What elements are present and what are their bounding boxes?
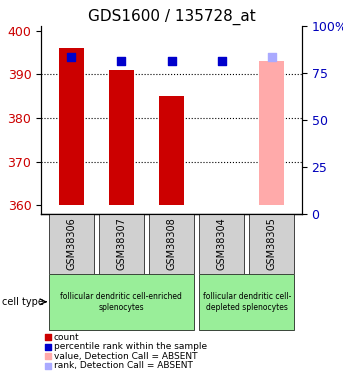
Text: count: count (54, 333, 79, 342)
Title: GDS1600 / 135728_at: GDS1600 / 135728_at (87, 9, 256, 25)
FancyBboxPatch shape (199, 214, 244, 274)
FancyBboxPatch shape (49, 274, 194, 330)
Point (219, 58, 224, 64)
Point (45, 363, 50, 369)
Text: percentile rank within the sample: percentile rank within the sample (54, 342, 207, 351)
FancyBboxPatch shape (99, 214, 144, 274)
FancyBboxPatch shape (199, 274, 294, 330)
Point (69, 54, 74, 60)
Bar (59, 48, 84, 205)
Point (45, 344, 50, 350)
FancyBboxPatch shape (149, 214, 194, 274)
Text: value, Detection Call = ABSENT: value, Detection Call = ABSENT (54, 352, 197, 361)
Point (269, 54, 274, 60)
Text: follicular dendritic cell-enriched
splenocytes: follicular dendritic cell-enriched splen… (60, 292, 182, 312)
Point (45, 334, 50, 340)
Text: GSM38306: GSM38306 (66, 217, 76, 270)
FancyBboxPatch shape (49, 214, 94, 274)
Text: follicular dendritic cell-
depleted splenocytes: follicular dendritic cell- depleted sple… (202, 292, 291, 312)
Point (119, 58, 124, 64)
Bar (159, 96, 184, 205)
Text: GSM38305: GSM38305 (267, 217, 277, 270)
Point (45, 353, 50, 359)
Text: rank, Detection Call = ABSENT: rank, Detection Call = ABSENT (54, 361, 192, 370)
Text: GSM38304: GSM38304 (217, 217, 227, 270)
Text: GSM38307: GSM38307 (116, 217, 126, 270)
Text: GSM38308: GSM38308 (166, 217, 177, 270)
Point (169, 58, 174, 64)
Text: cell type: cell type (2, 297, 44, 307)
FancyBboxPatch shape (249, 214, 294, 274)
Bar (259, 61, 284, 205)
Bar (109, 70, 134, 205)
